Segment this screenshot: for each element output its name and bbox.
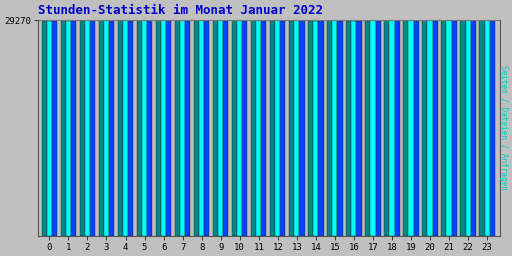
- Bar: [433, 21, 438, 236]
- Bar: [104, 20, 109, 236]
- Bar: [460, 20, 465, 236]
- Bar: [223, 20, 228, 236]
- Y-axis label: Seiten / Dateien / Anfragen: Seiten / Dateien / Anfragen: [499, 65, 508, 190]
- Bar: [194, 20, 199, 236]
- Bar: [80, 20, 85, 236]
- Bar: [479, 20, 484, 236]
- Bar: [313, 20, 318, 236]
- Bar: [142, 20, 147, 236]
- Bar: [61, 21, 66, 236]
- Bar: [185, 21, 190, 236]
- Bar: [375, 21, 380, 236]
- Bar: [441, 20, 446, 236]
- Bar: [52, 21, 57, 236]
- Bar: [156, 20, 161, 236]
- Bar: [261, 21, 266, 236]
- Bar: [41, 21, 47, 236]
- Bar: [414, 21, 419, 236]
- Bar: [118, 20, 123, 236]
- Bar: [422, 20, 428, 236]
- Bar: [289, 20, 294, 236]
- Bar: [166, 20, 172, 236]
- Bar: [484, 20, 489, 236]
- Bar: [365, 20, 370, 236]
- Bar: [161, 20, 166, 236]
- Bar: [489, 21, 495, 236]
- Bar: [109, 21, 114, 236]
- Bar: [409, 20, 414, 236]
- Bar: [428, 20, 433, 236]
- Bar: [242, 21, 247, 236]
- Bar: [403, 20, 409, 236]
- Bar: [308, 21, 313, 236]
- Bar: [85, 20, 90, 236]
- Bar: [327, 20, 332, 236]
- Bar: [385, 20, 390, 236]
- Bar: [232, 20, 237, 236]
- Bar: [395, 21, 400, 236]
- Bar: [351, 20, 356, 236]
- Bar: [99, 20, 104, 236]
- Bar: [175, 20, 180, 236]
- Bar: [275, 20, 281, 236]
- Bar: [218, 20, 223, 236]
- Bar: [452, 20, 457, 236]
- Text: Stunden-Statistik im Monat Januar 2022: Stunden-Statistik im Monat Januar 2022: [38, 4, 323, 17]
- Bar: [370, 20, 375, 236]
- Bar: [346, 21, 351, 236]
- Bar: [204, 20, 209, 236]
- Bar: [465, 20, 471, 236]
- Bar: [446, 20, 452, 236]
- Bar: [318, 21, 324, 236]
- Bar: [123, 20, 128, 236]
- Bar: [281, 21, 286, 236]
- Bar: [300, 21, 305, 236]
- Bar: [47, 21, 52, 236]
- Bar: [180, 20, 185, 236]
- Bar: [251, 20, 256, 236]
- Bar: [294, 20, 300, 236]
- Bar: [237, 20, 242, 236]
- Bar: [471, 21, 476, 236]
- Bar: [332, 20, 337, 236]
- Bar: [66, 21, 71, 236]
- Bar: [199, 20, 204, 236]
- Bar: [137, 20, 142, 236]
- Bar: [71, 21, 76, 236]
- Bar: [90, 21, 95, 236]
- Bar: [390, 20, 395, 236]
- Bar: [256, 20, 261, 236]
- Bar: [128, 20, 133, 236]
- Bar: [356, 21, 361, 236]
- Bar: [337, 21, 343, 236]
- Bar: [213, 20, 218, 236]
- Bar: [270, 20, 275, 236]
- Bar: [147, 20, 152, 236]
